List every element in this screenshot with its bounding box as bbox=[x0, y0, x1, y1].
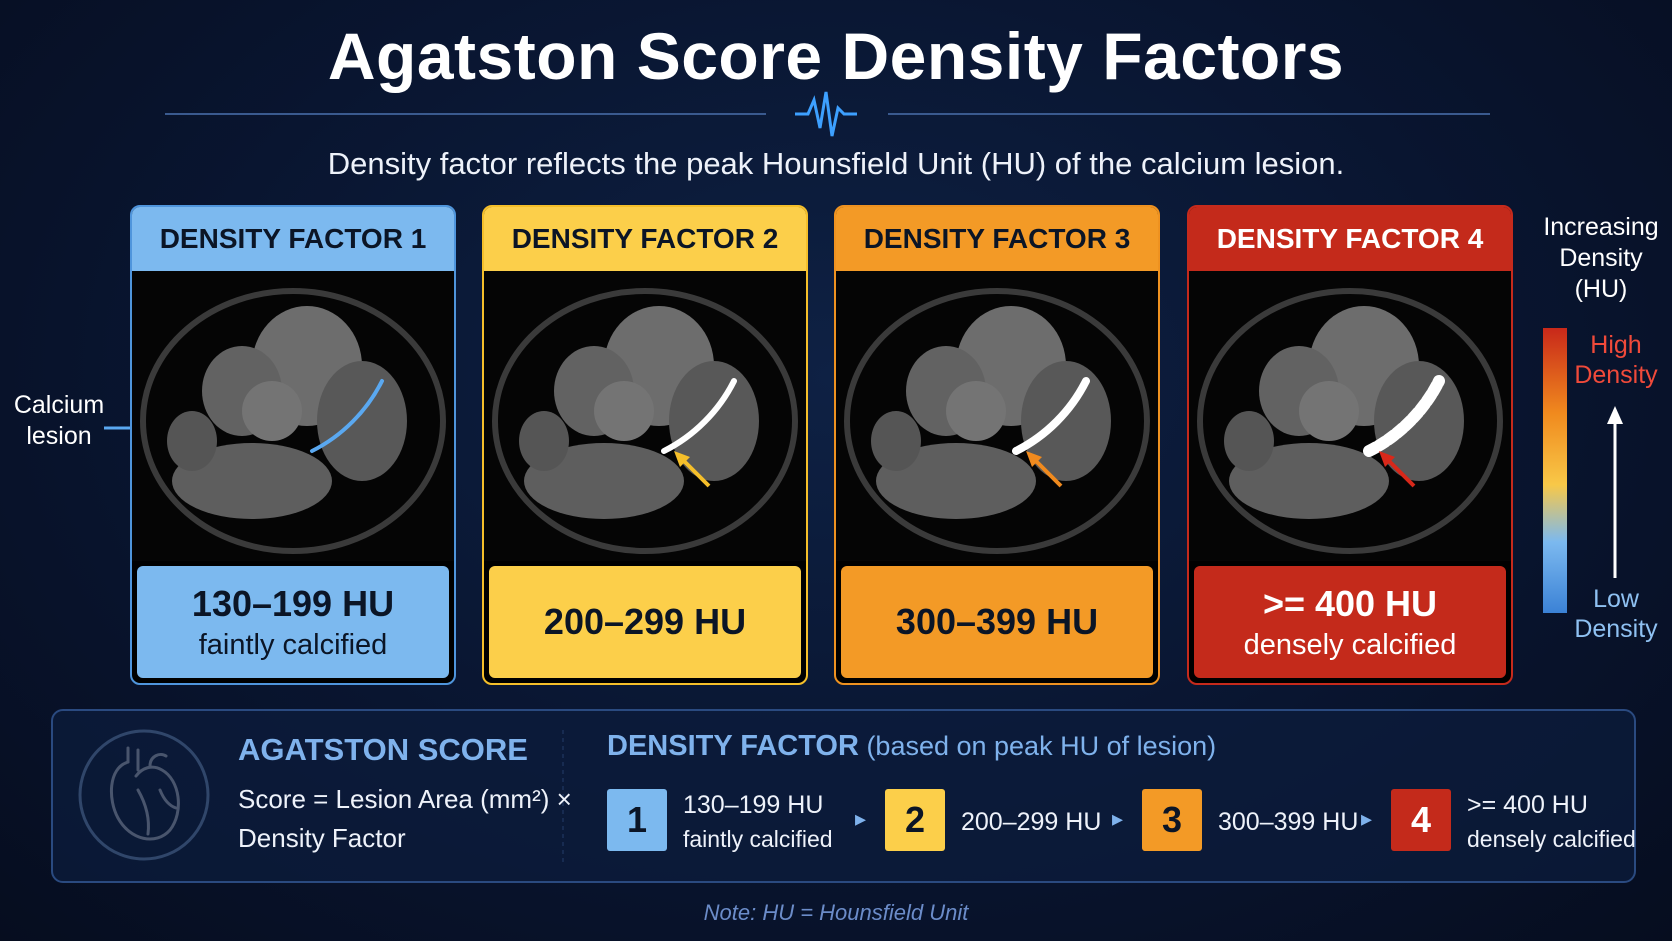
panel-header: DENSITY FACTOR 3 bbox=[836, 207, 1158, 271]
summary-heading: AGATSTON SCORE bbox=[238, 732, 528, 767]
factor-text: 130–199 HU faintly calcified bbox=[683, 788, 833, 856]
ct-image bbox=[484, 271, 806, 561]
panel-header: DENSITY FACTOR 2 bbox=[484, 207, 806, 271]
subtitle: Density factor reflects the peak Hounsfi… bbox=[327, 146, 1345, 181]
panel-label: 200–299 HU bbox=[489, 566, 801, 678]
factor-badge: 1 bbox=[607, 789, 667, 851]
panel-label: 130–199 HU faintly calcified bbox=[137, 566, 449, 678]
factor-text: >= 400 HU densely calcified bbox=[1467, 788, 1636, 856]
note: Note: HU = Hounsfield Unit bbox=[703, 900, 969, 925]
density-panel: DENSITY FACTOR 4 >= 400 HU densely calcifi… bbox=[1187, 205, 1513, 685]
pulse-icon bbox=[795, 91, 857, 137]
factor-badge: 2 bbox=[885, 789, 945, 851]
panel-header: DENSITY FACTOR 4 bbox=[1189, 207, 1511, 271]
formula: Density Factor bbox=[238, 823, 406, 853]
factor-text: 200–299 HU bbox=[961, 805, 1101, 839]
callout: Calcium lesion bbox=[13, 391, 105, 450]
ct-image bbox=[132, 271, 454, 561]
factor-range: >= 400 HU bbox=[1467, 791, 1588, 819]
hu-range: 300–399 HU bbox=[895, 601, 1099, 642]
panel-label: 300–399 HU bbox=[841, 566, 1153, 678]
step-arrow: ▸ bbox=[855, 806, 867, 831]
density-panel: DENSITY FACTOR 1 130–199 HU faintly calcif… bbox=[130, 205, 456, 685]
ct-image bbox=[836, 271, 1158, 561]
factor-badge: 4 bbox=[1391, 789, 1451, 851]
density-panel: DENSITY FACTOR 2 200–299 HU bbox=[482, 205, 808, 685]
factor-badge: 3 bbox=[1142, 789, 1202, 851]
summary-box bbox=[51, 709, 1636, 883]
panel-label: >= 400 HU densely calcified bbox=[1194, 566, 1506, 678]
factor-heading: DENSITY FACTOR (based on peak HU of lesi… bbox=[607, 730, 1216, 763]
scale-high: High Density bbox=[1574, 331, 1658, 389]
factor-range: 300–399 HU bbox=[1218, 808, 1359, 836]
ct-image bbox=[1189, 271, 1511, 561]
formula: Score = Lesion Area (mm²) × bbox=[238, 784, 572, 814]
hu-description: densely calcified bbox=[1243, 628, 1457, 661]
title: Agatston Score Density Factors bbox=[327, 19, 1345, 93]
factor-description: densely calcified bbox=[1467, 826, 1636, 852]
density-panel: DENSITY FACTOR 3 300–399 HU bbox=[834, 205, 1160, 685]
hu-range: 130–199 HU bbox=[191, 582, 395, 624]
factor-range: 130–199 HU bbox=[683, 791, 824, 819]
step-arrow: ▸ bbox=[1112, 806, 1124, 831]
hu-description: faintly calcified bbox=[198, 628, 388, 661]
density-scale bbox=[1543, 328, 1567, 613]
scale-low: Low Density bbox=[1574, 585, 1658, 643]
panel-header: DENSITY FACTOR 1 bbox=[132, 207, 454, 271]
factor-description: faintly calcified bbox=[683, 826, 833, 852]
scale-arrowhead bbox=[1607, 406, 1623, 424]
step-arrow: ▸ bbox=[1361, 806, 1373, 831]
hu-range: 200–299 HU bbox=[543, 601, 747, 642]
factor-note: (based on peak HU of lesion) bbox=[866, 731, 1217, 761]
factor-text: 300–399 HU bbox=[1218, 805, 1358, 839]
hu-range: >= 400 HU bbox=[1262, 582, 1438, 624]
factor-heading-text: DENSITY FACTOR bbox=[607, 730, 859, 762]
scale-title: Increasing Density (HU) bbox=[1543, 213, 1659, 303]
factor-range: 200–299 HU bbox=[961, 808, 1102, 836]
